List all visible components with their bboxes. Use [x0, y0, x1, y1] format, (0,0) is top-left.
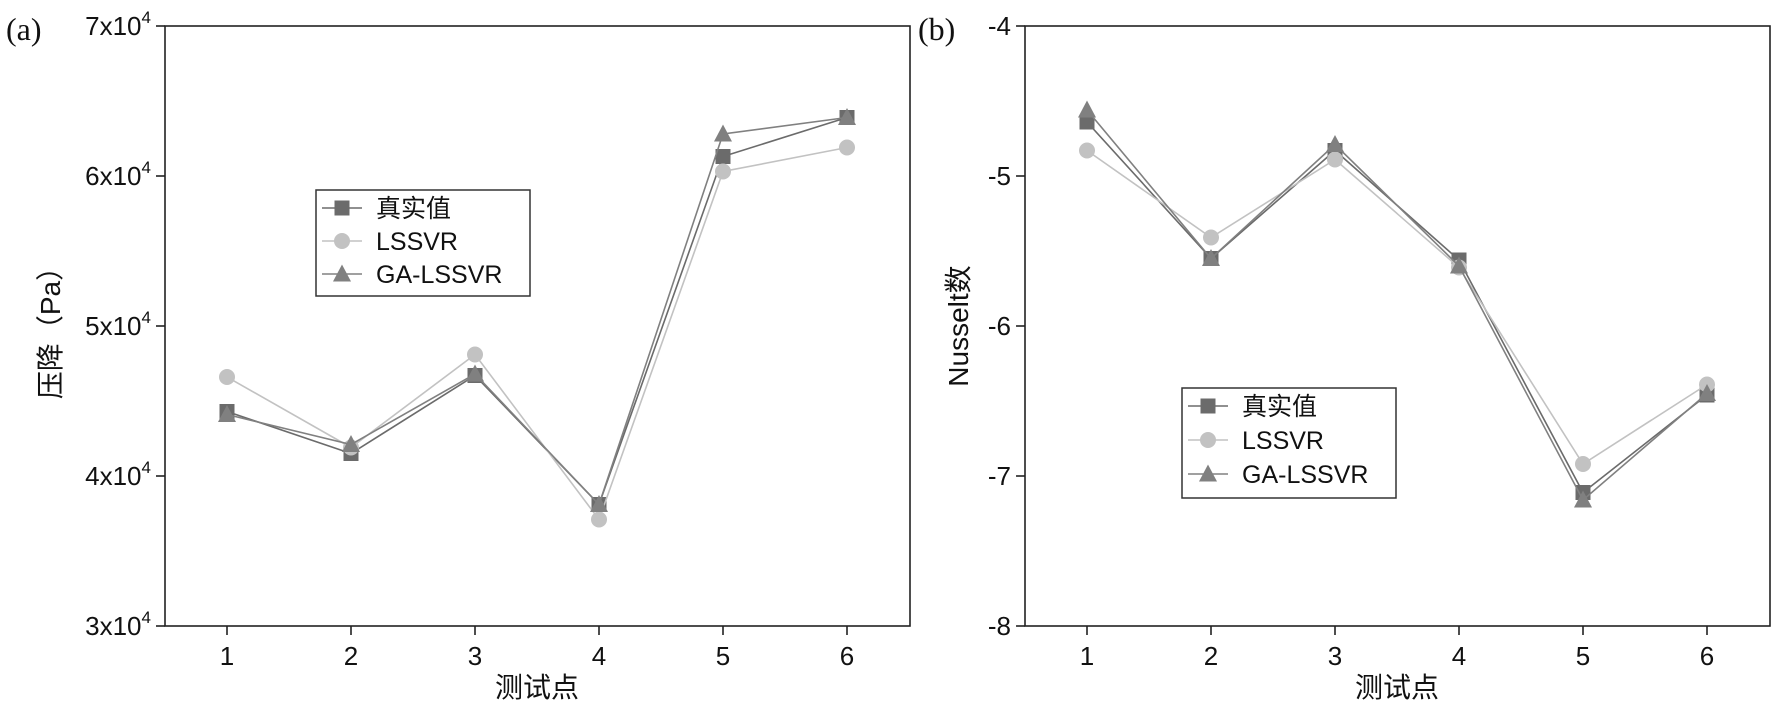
y-axis-ticks-a: 3x104 4x104 5x104 6x104 7x104	[85, 8, 165, 641]
legend-marker	[1199, 464, 1217, 482]
series-circle	[219, 139, 855, 528]
chart-panel-b: (b) -8 -7 -6 -5 -4 1 2 3 4 5 6 测试点 Nusselt数 真实值 LS…	[918, 11, 1771, 703]
data-point	[219, 369, 235, 385]
legend-marker	[334, 233, 350, 249]
series-square	[1079, 114, 1715, 500]
legend-marker	[1200, 432, 1216, 448]
x-axis-ticks-a: 1 2 3 4 5 6	[220, 626, 854, 671]
legend-b: 真实值 LSSVR GA-LSSVR	[1181, 387, 1397, 499]
data-point	[1079, 114, 1095, 130]
legend-label: LSSVR	[376, 228, 458, 256]
data-point	[591, 511, 607, 528]
data-point	[1575, 456, 1591, 472]
legend-marker	[334, 200, 350, 216]
x-tick-label: 4	[1452, 641, 1466, 671]
data-point	[590, 495, 608, 512]
series-line	[226, 146, 848, 522]
series-line	[1086, 109, 1708, 502]
data-point	[1203, 229, 1219, 246]
x-tick-label: 5	[716, 641, 730, 671]
y-tick-label: -6	[988, 311, 1011, 341]
legend-label: 真实值	[376, 195, 451, 223]
x-tick-label: 1	[1080, 641, 1094, 671]
y-tick-label: 6x104	[85, 158, 151, 191]
data-point	[1698, 384, 1716, 401]
y-axis-title-b: Nusselt数	[943, 265, 974, 386]
series-line	[226, 116, 848, 507]
y-axis-ticks-b: -8 -7 -6 -5 -4	[988, 11, 1025, 641]
data-point	[838, 108, 856, 125]
plot-frame-b	[1024, 25, 1771, 627]
data-point	[218, 405, 236, 422]
series-circle	[1079, 142, 1715, 472]
series-group-a	[218, 108, 856, 528]
data-point	[715, 163, 731, 180]
x-tick-label: 3	[1328, 641, 1342, 671]
plot-frame-a	[164, 25, 911, 627]
data-point	[1078, 100, 1096, 118]
legend-item: 真实值	[322, 195, 451, 223]
legend-label: GA-LSSVR	[1242, 461, 1368, 489]
y-tick-label: -7	[988, 461, 1011, 491]
legend-item: GA-LSSVR	[1188, 461, 1368, 489]
data-point	[1327, 151, 1343, 168]
x-tick-label: 6	[840, 641, 854, 671]
data-point	[466, 364, 484, 382]
data-point	[839, 139, 855, 156]
series-line	[1086, 149, 1708, 466]
series-line	[1086, 121, 1708, 494]
x-axis-ticks-b: 1 2 3 4 5 6	[1080, 626, 1714, 671]
data-point	[1326, 135, 1344, 152]
data-point	[715, 149, 731, 164]
data-point	[467, 346, 483, 363]
y-tick-label: 7x104	[85, 8, 151, 41]
legend-label: 真实值	[1242, 393, 1317, 421]
series-group-b	[1078, 100, 1716, 508]
series-square	[219, 110, 855, 512]
legend-a: 真实值 LSSVR GA-LSSVR	[315, 189, 531, 297]
data-point	[342, 435, 360, 452]
series-line	[226, 116, 848, 506]
legend-marker	[333, 264, 351, 282]
y-tick-label: 5x104	[85, 308, 151, 341]
series-triangle	[1078, 100, 1716, 508]
legend-item: 真实值	[1188, 393, 1317, 421]
panel-label-a: (a)	[6, 11, 42, 47]
y-tick-label: -8	[988, 611, 1011, 641]
legend-marker	[1200, 398, 1216, 414]
series-triangle	[218, 108, 856, 512]
x-axis-title-a: 测试点	[495, 672, 579, 703]
legend-label: GA-LSSVR	[376, 261, 502, 289]
legend-label: LSSVR	[1242, 427, 1324, 455]
data-point	[1574, 490, 1592, 508]
x-tick-label: 6	[1700, 641, 1714, 671]
data-point	[1450, 256, 1468, 274]
y-axis-title-a: 压降（Pa）	[35, 253, 66, 399]
legend-item: LSSVR	[322, 228, 458, 256]
x-tick-label: 2	[1204, 641, 1218, 671]
x-tick-label: 5	[1576, 641, 1590, 671]
x-tick-label: 4	[592, 641, 606, 671]
x-tick-label: 3	[468, 641, 482, 671]
y-tick-label: -5	[988, 161, 1011, 191]
y-tick-label: 3x104	[85, 608, 151, 641]
data-point	[714, 124, 732, 142]
x-tick-label: 1	[220, 641, 234, 671]
legend-item: GA-LSSVR	[322, 261, 502, 289]
chart-panel-a: (a) 3x104 4x104 5x104 6x104 7x104 1 2 3 4 5 6 测试点…	[6, 8, 911, 703]
x-axis-title-b: 测试点	[1355, 672, 1439, 703]
data-point	[1079, 142, 1095, 159]
data-point	[1202, 249, 1220, 266]
y-tick-label: -4	[988, 11, 1011, 41]
x-tick-label: 2	[344, 641, 358, 671]
y-tick-label: 4x104	[85, 458, 151, 491]
legend-item: LSSVR	[1188, 427, 1324, 455]
panel-label-b: (b)	[918, 11, 955, 47]
